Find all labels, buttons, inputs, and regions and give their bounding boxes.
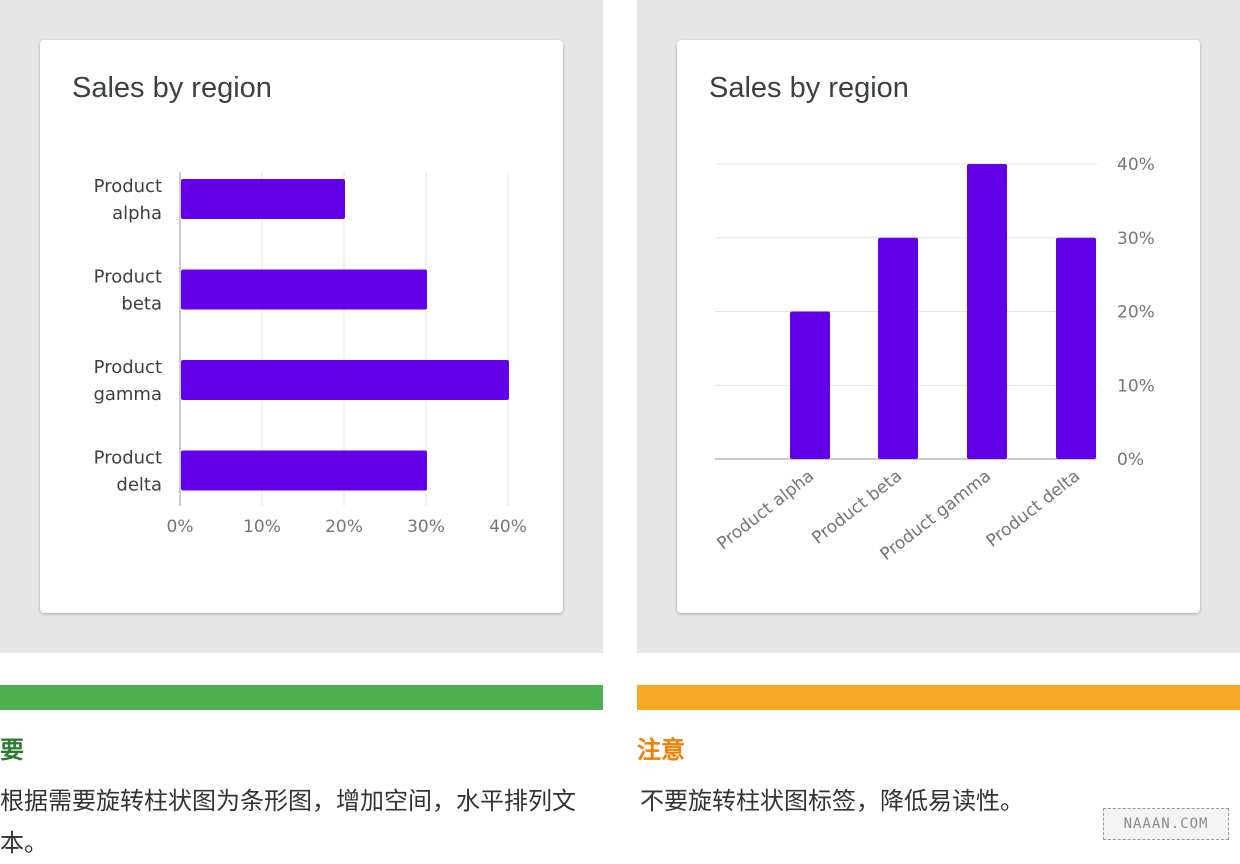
column-chart-card: Sales by region 0% 10% 20% 30% 40% Product al… [677, 40, 1200, 613]
caution-accent-bar [637, 685, 1240, 710]
card-title: Sales by region [709, 72, 909, 104]
verdict-do: 要 [0, 736, 24, 764]
x-tick-label: 0% [167, 517, 194, 537]
rotated-category-label: Product beta [808, 466, 906, 548]
category-label: beta [121, 294, 162, 315]
card-title: Sales by region [72, 72, 272, 104]
description-do: 根据需要旋转柱状图为条形图，增加空间，水平排列文本。 [0, 787, 576, 857]
y-tick-label: 20% [1117, 303, 1155, 323]
horizontal-bar-chart: 0% 10% 20% 30% 40% Product alpha Product beta Pro… [93, 172, 527, 537]
bar [878, 237, 918, 459]
category-label: Product [94, 176, 162, 197]
y-tick-label: 0% [1117, 450, 1144, 470]
bar [967, 164, 1007, 459]
y-tick-label: 40% [1117, 155, 1155, 175]
category-label: Product [94, 267, 162, 288]
category-label: gamma [93, 384, 162, 405]
left-example-panel: Sales by region 0% 10% 20% 30% 40% Product alp… [0, 0, 603, 653]
verdict-caution: 注意 [637, 736, 685, 764]
x-tick-label: 20% [325, 517, 363, 537]
category-label: Product [94, 448, 162, 469]
y-tick-label: 10% [1117, 376, 1155, 396]
bar-chart-card: Sales by region 0% 10% 20% 30% 40% Product alp… [40, 40, 563, 613]
category-label: alpha [112, 203, 162, 224]
right-example-panel: Sales by region 0% 10% 20% 30% 40% Product al… [637, 0, 1240, 653]
bar [181, 179, 345, 219]
category-label: Product [94, 357, 162, 378]
bar [790, 311, 830, 459]
bar [181, 269, 427, 310]
watermark-logo: NAAAN.COM [1103, 808, 1229, 840]
rotated-category-label: Product delta [983, 466, 1084, 551]
bar [1056, 237, 1096, 459]
category-label: delta [116, 475, 162, 496]
bar [181, 360, 509, 400]
y-tick-label: 30% [1117, 229, 1155, 249]
do-accent-bar [0, 685, 603, 710]
x-tick-label: 40% [489, 517, 527, 537]
x-tick-label: 30% [407, 517, 445, 537]
x-tick-label: 10% [243, 517, 281, 537]
rotated-category-label: Product alpha [714, 466, 819, 554]
description-caution: 不要旋转柱状图标签，降低易读性。 [640, 787, 1024, 815]
bar [181, 450, 427, 491]
